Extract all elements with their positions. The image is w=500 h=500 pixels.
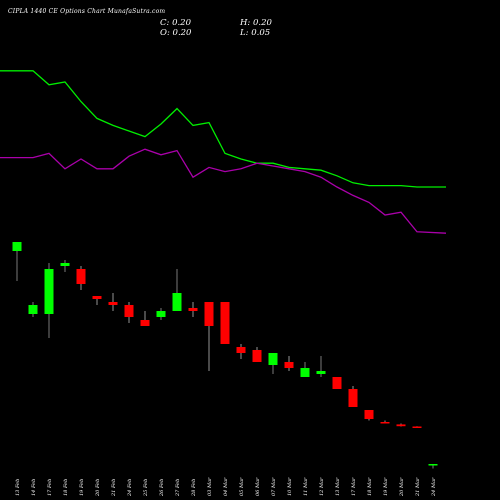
x-tick-label: 26 Feb xyxy=(159,479,165,497)
candle-body xyxy=(124,305,134,317)
x-tick-label: 20 Feb xyxy=(95,479,101,497)
candle-body xyxy=(108,302,118,305)
chart-title: CIPLA 1440 CE Options Chart MunafaSutra.… xyxy=(8,8,166,15)
close-value: C: 0.20 xyxy=(160,18,191,28)
candle-body xyxy=(332,377,342,389)
candle-body xyxy=(316,371,326,374)
x-tick-label: 24 Mar xyxy=(431,477,437,497)
candle-18-feb xyxy=(60,260,70,272)
candle-body xyxy=(140,320,150,326)
x-tick-label: 17 Mar xyxy=(351,477,357,496)
open-value: O: 0.20 xyxy=(160,28,192,38)
candle-19-mar xyxy=(380,420,390,424)
candle-body xyxy=(380,422,390,424)
candle-17-mar xyxy=(348,386,358,407)
candle-13-feb xyxy=(12,242,22,281)
candle-body xyxy=(220,302,230,344)
candle-body xyxy=(188,308,198,311)
x-tick-label: 21 Feb xyxy=(111,479,117,497)
candle-body xyxy=(284,362,294,368)
candle-body xyxy=(396,424,406,427)
candle-10-mar xyxy=(284,356,294,371)
candle-17-feb xyxy=(44,263,54,338)
candle-03-mar xyxy=(204,302,214,371)
candle-14-feb xyxy=(28,302,38,317)
candle-body xyxy=(428,464,438,466)
candle-18-mar xyxy=(364,410,374,421)
candle-26-feb xyxy=(156,308,166,320)
candle-body xyxy=(252,350,262,362)
x-tick-label: 21 Mar xyxy=(415,477,421,497)
candle-body xyxy=(236,347,246,353)
candle-13-mar xyxy=(332,377,342,389)
moving-average-lines xyxy=(0,70,447,234)
ma-line-1 xyxy=(0,70,446,188)
candle-body xyxy=(28,305,38,314)
candle-body xyxy=(92,296,102,299)
x-tick-label: 03 Mar xyxy=(207,477,213,496)
candle-body xyxy=(300,368,310,377)
x-tick-label: 24 Feb xyxy=(127,479,133,497)
x-tick-label: 27 Feb xyxy=(175,479,181,497)
candle-20-mar xyxy=(396,423,406,427)
x-tick-label: 06 Mar xyxy=(255,477,261,496)
x-tick-label: 05 Mar xyxy=(239,477,245,496)
x-tick-label: 13 Mar xyxy=(335,477,341,496)
candle-body xyxy=(12,242,22,251)
candle-25-feb xyxy=(140,311,150,326)
x-tick-label: 25 Feb xyxy=(143,479,149,497)
candle-21-feb xyxy=(108,293,118,311)
candle-20-feb xyxy=(92,296,102,305)
candle-body xyxy=(364,410,374,419)
candle-19-feb xyxy=(76,266,86,290)
candle-body xyxy=(76,269,86,284)
candle-12-mar xyxy=(316,356,326,377)
x-tick-label: 20 Mar xyxy=(399,477,405,497)
candle-body xyxy=(268,353,278,365)
x-tick-label: 04 Mar xyxy=(223,477,229,496)
candles xyxy=(12,242,438,469)
candle-24-mar xyxy=(428,464,438,469)
candle-04-mar xyxy=(220,302,230,344)
x-tick-label: 18 Mar xyxy=(367,477,373,496)
x-tick-label: 14 Feb xyxy=(31,479,37,496)
candle-28-feb xyxy=(188,302,198,317)
ma-line-2 xyxy=(0,148,447,234)
candle-24-feb xyxy=(124,302,134,323)
candle-body xyxy=(348,389,358,407)
candle-07-mar xyxy=(268,353,278,374)
x-tick-label: 28 Feb xyxy=(191,479,197,497)
candle-06-mar xyxy=(252,347,262,362)
candle-body xyxy=(60,263,70,266)
candle-11-mar xyxy=(300,362,310,377)
x-tick-label: 11 Mar xyxy=(303,477,309,496)
x-tick-label: 13 Feb xyxy=(15,479,21,496)
high-value: H: 0.20 xyxy=(240,18,272,28)
candle-body xyxy=(156,311,166,317)
x-tick-label: 19 Feb xyxy=(79,479,85,496)
candle-body xyxy=(172,293,182,311)
candle-body xyxy=(204,302,214,326)
candle-27-feb xyxy=(172,269,182,311)
x-tick-label: 10 Mar xyxy=(287,477,293,496)
x-tick-label: 12 Mar xyxy=(319,477,325,496)
x-tick-label: 19 Mar xyxy=(383,477,389,496)
candle-21-mar xyxy=(412,426,422,428)
x-tick-label: 17 Feb xyxy=(47,479,53,496)
candle-body xyxy=(412,426,422,428)
x-tick-label: 18 Feb xyxy=(63,479,69,496)
x-tick-label: 07 Mar xyxy=(271,477,277,496)
x-axis-ticks: 13 Feb 14 Feb 17 Feb 18 Feb 19 Feb 20 Feb 21 F… xyxy=(15,477,437,497)
candle-05-mar xyxy=(236,344,246,359)
candle-body xyxy=(44,269,54,314)
low-value: L: 0.05 xyxy=(240,28,271,38)
